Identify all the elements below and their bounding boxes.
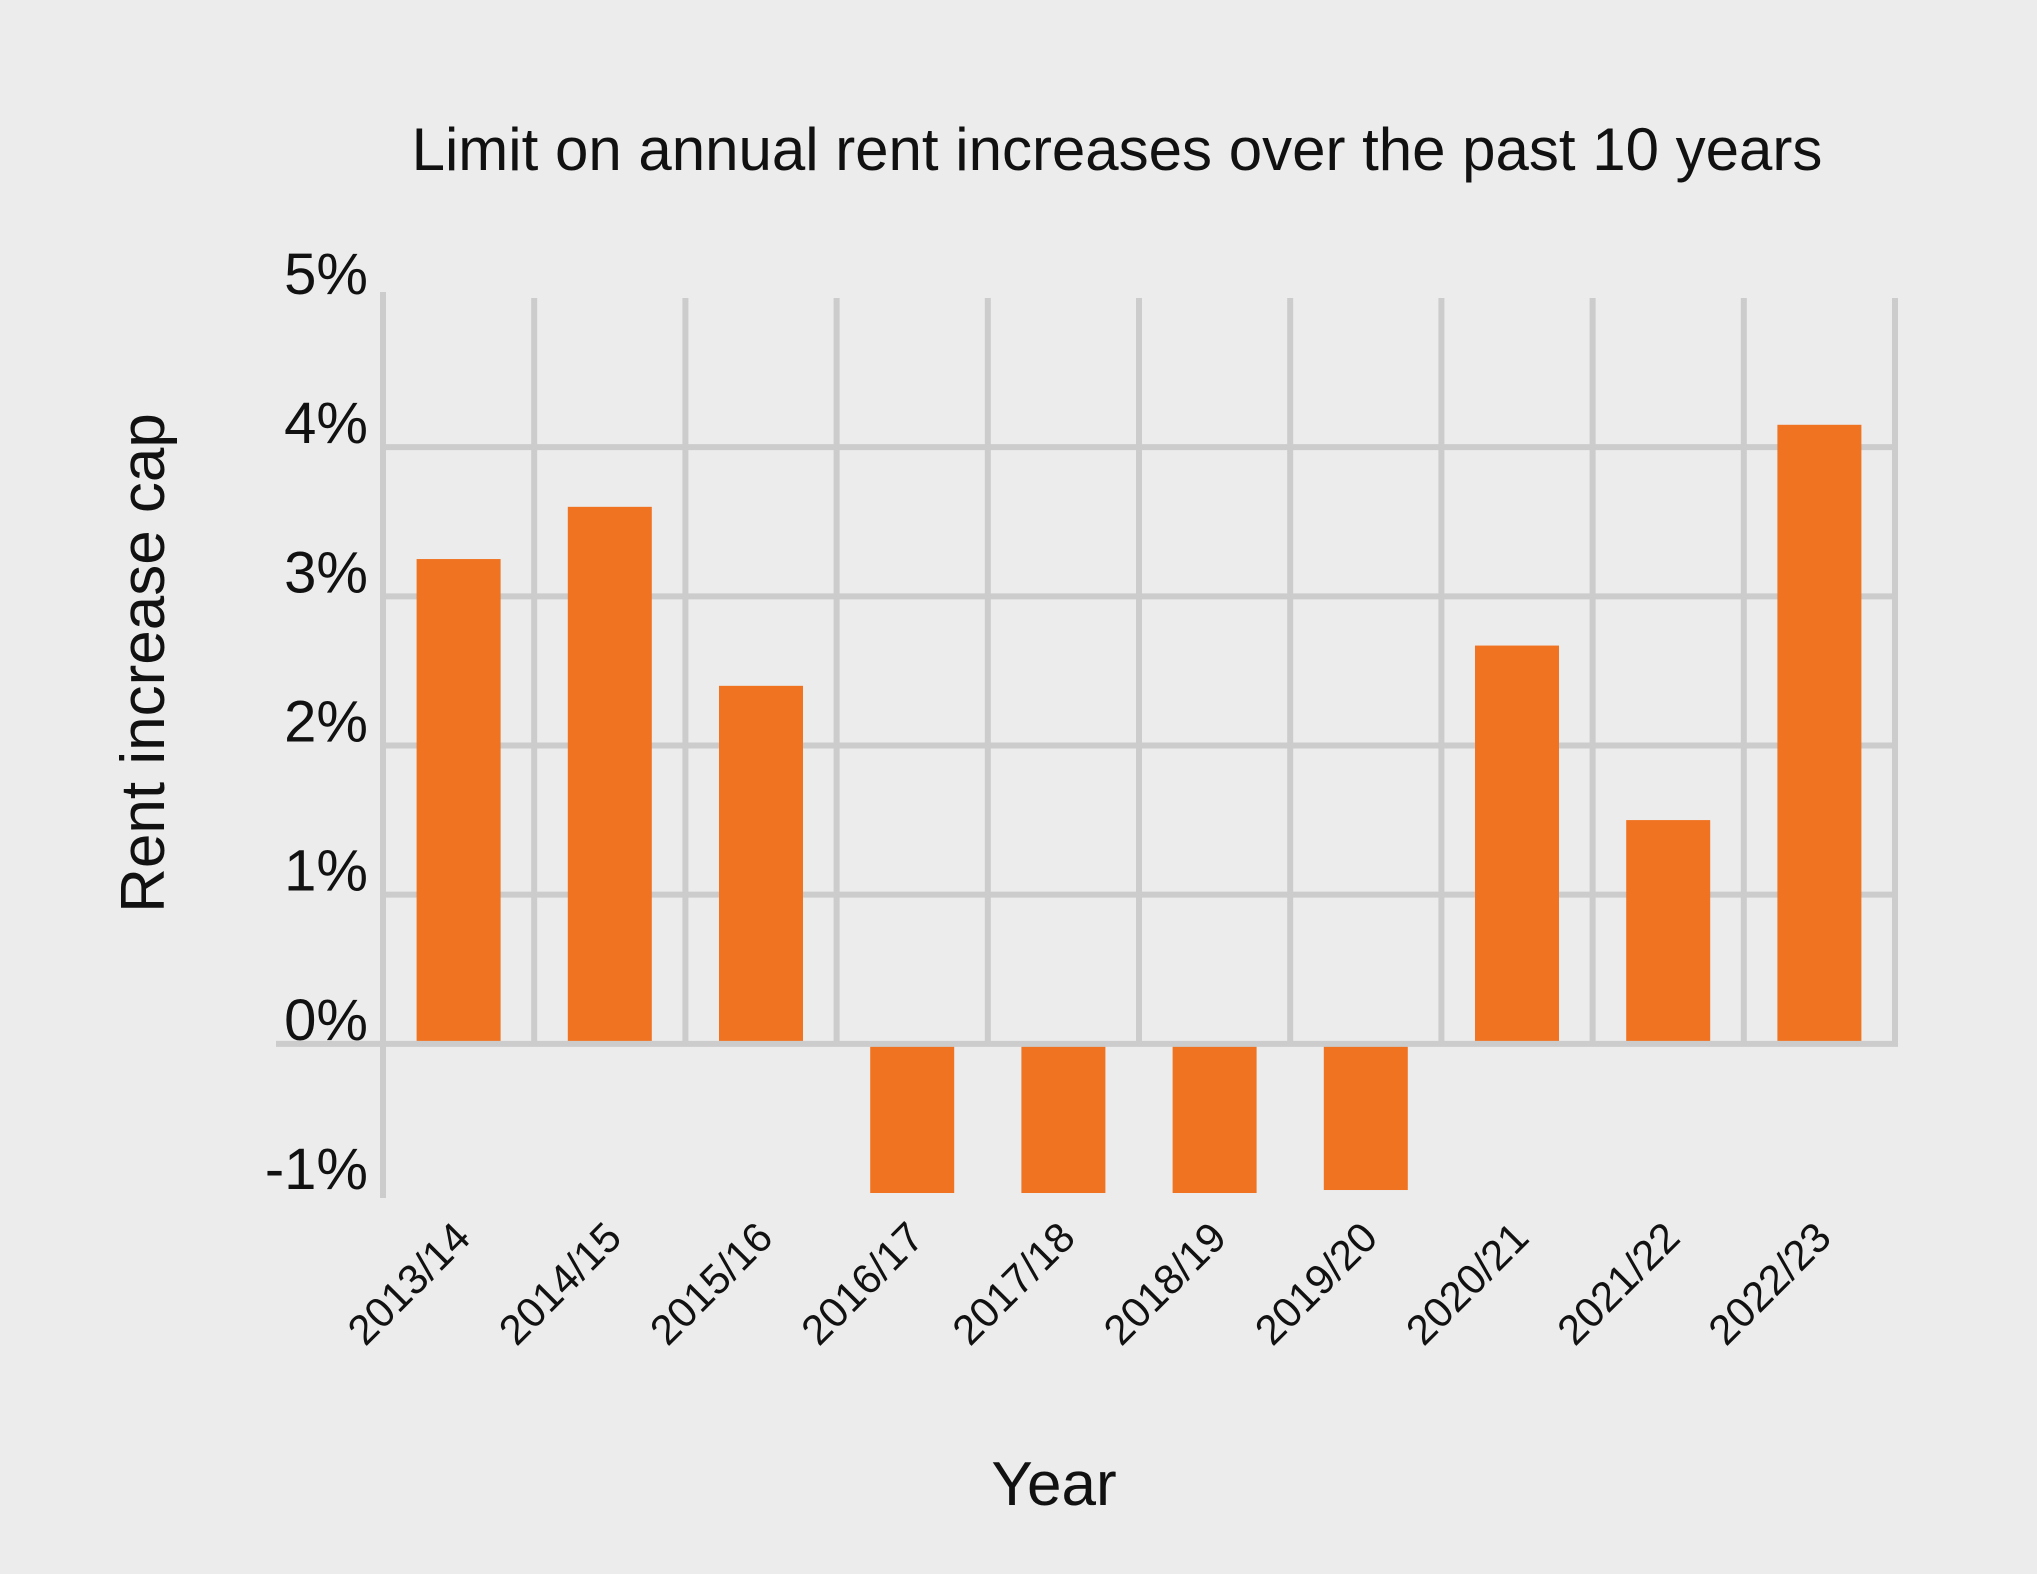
x-axis-label: Year (991, 1450, 1116, 1519)
bar-2017-18 (1021, 1043, 1106, 1193)
bar-2021-22 (1626, 820, 1711, 1044)
y-tick-label: -1% (265, 1137, 368, 1202)
bars (416, 424, 1862, 1193)
x-tick-labels: 2013/14 2014/15 2015/16 2016/17 2017/18 2018/… (338, 1213, 1839, 1354)
x-tick-label: 2016/17 (792, 1213, 933, 1354)
x-tick-label: 2014/15 (490, 1213, 631, 1354)
x-tick-label: 2019/20 (1246, 1213, 1387, 1354)
y-tick-label: 1% (284, 839, 368, 904)
bar-2019-20 (1323, 1043, 1408, 1191)
x-tick-label: 2022/23 (1699, 1213, 1840, 1354)
x-tick-label: 2020/21 (1397, 1213, 1538, 1354)
y-tick-label: 2% (284, 690, 368, 755)
bar-2016-17 (870, 1043, 955, 1193)
y-tick-label: 4% (284, 391, 368, 456)
y-tick-label: 5% (284, 242, 368, 307)
y-tick-label: 3% (284, 540, 368, 605)
axes (276, 292, 1898, 1198)
chart-title: Limit on annual rent increases over the … (412, 116, 1823, 183)
x-tick-label: 2018/19 (1094, 1213, 1235, 1354)
bar-2020-21 (1475, 645, 1559, 1044)
x-tick-label: 2013/14 (338, 1213, 479, 1354)
x-tick-label: 2015/16 (641, 1213, 782, 1354)
bar-2018-19 (1172, 1043, 1257, 1193)
x-tick-label: 2017/18 (943, 1213, 1084, 1354)
y-tick-labels: -1% 0% 1% 2% 3% 4% 5% (265, 242, 368, 1202)
bar-2013-14 (416, 559, 501, 1044)
y-axis-label: Rent increase cap (109, 413, 178, 913)
bar-2022-23 (1777, 424, 1862, 1044)
x-tick-label: 2021/22 (1548, 1213, 1689, 1354)
bar-2014-15 (567, 506, 652, 1044)
y-tick-label: 0% (284, 988, 368, 1053)
bar-2015-16 (719, 685, 803, 1044)
